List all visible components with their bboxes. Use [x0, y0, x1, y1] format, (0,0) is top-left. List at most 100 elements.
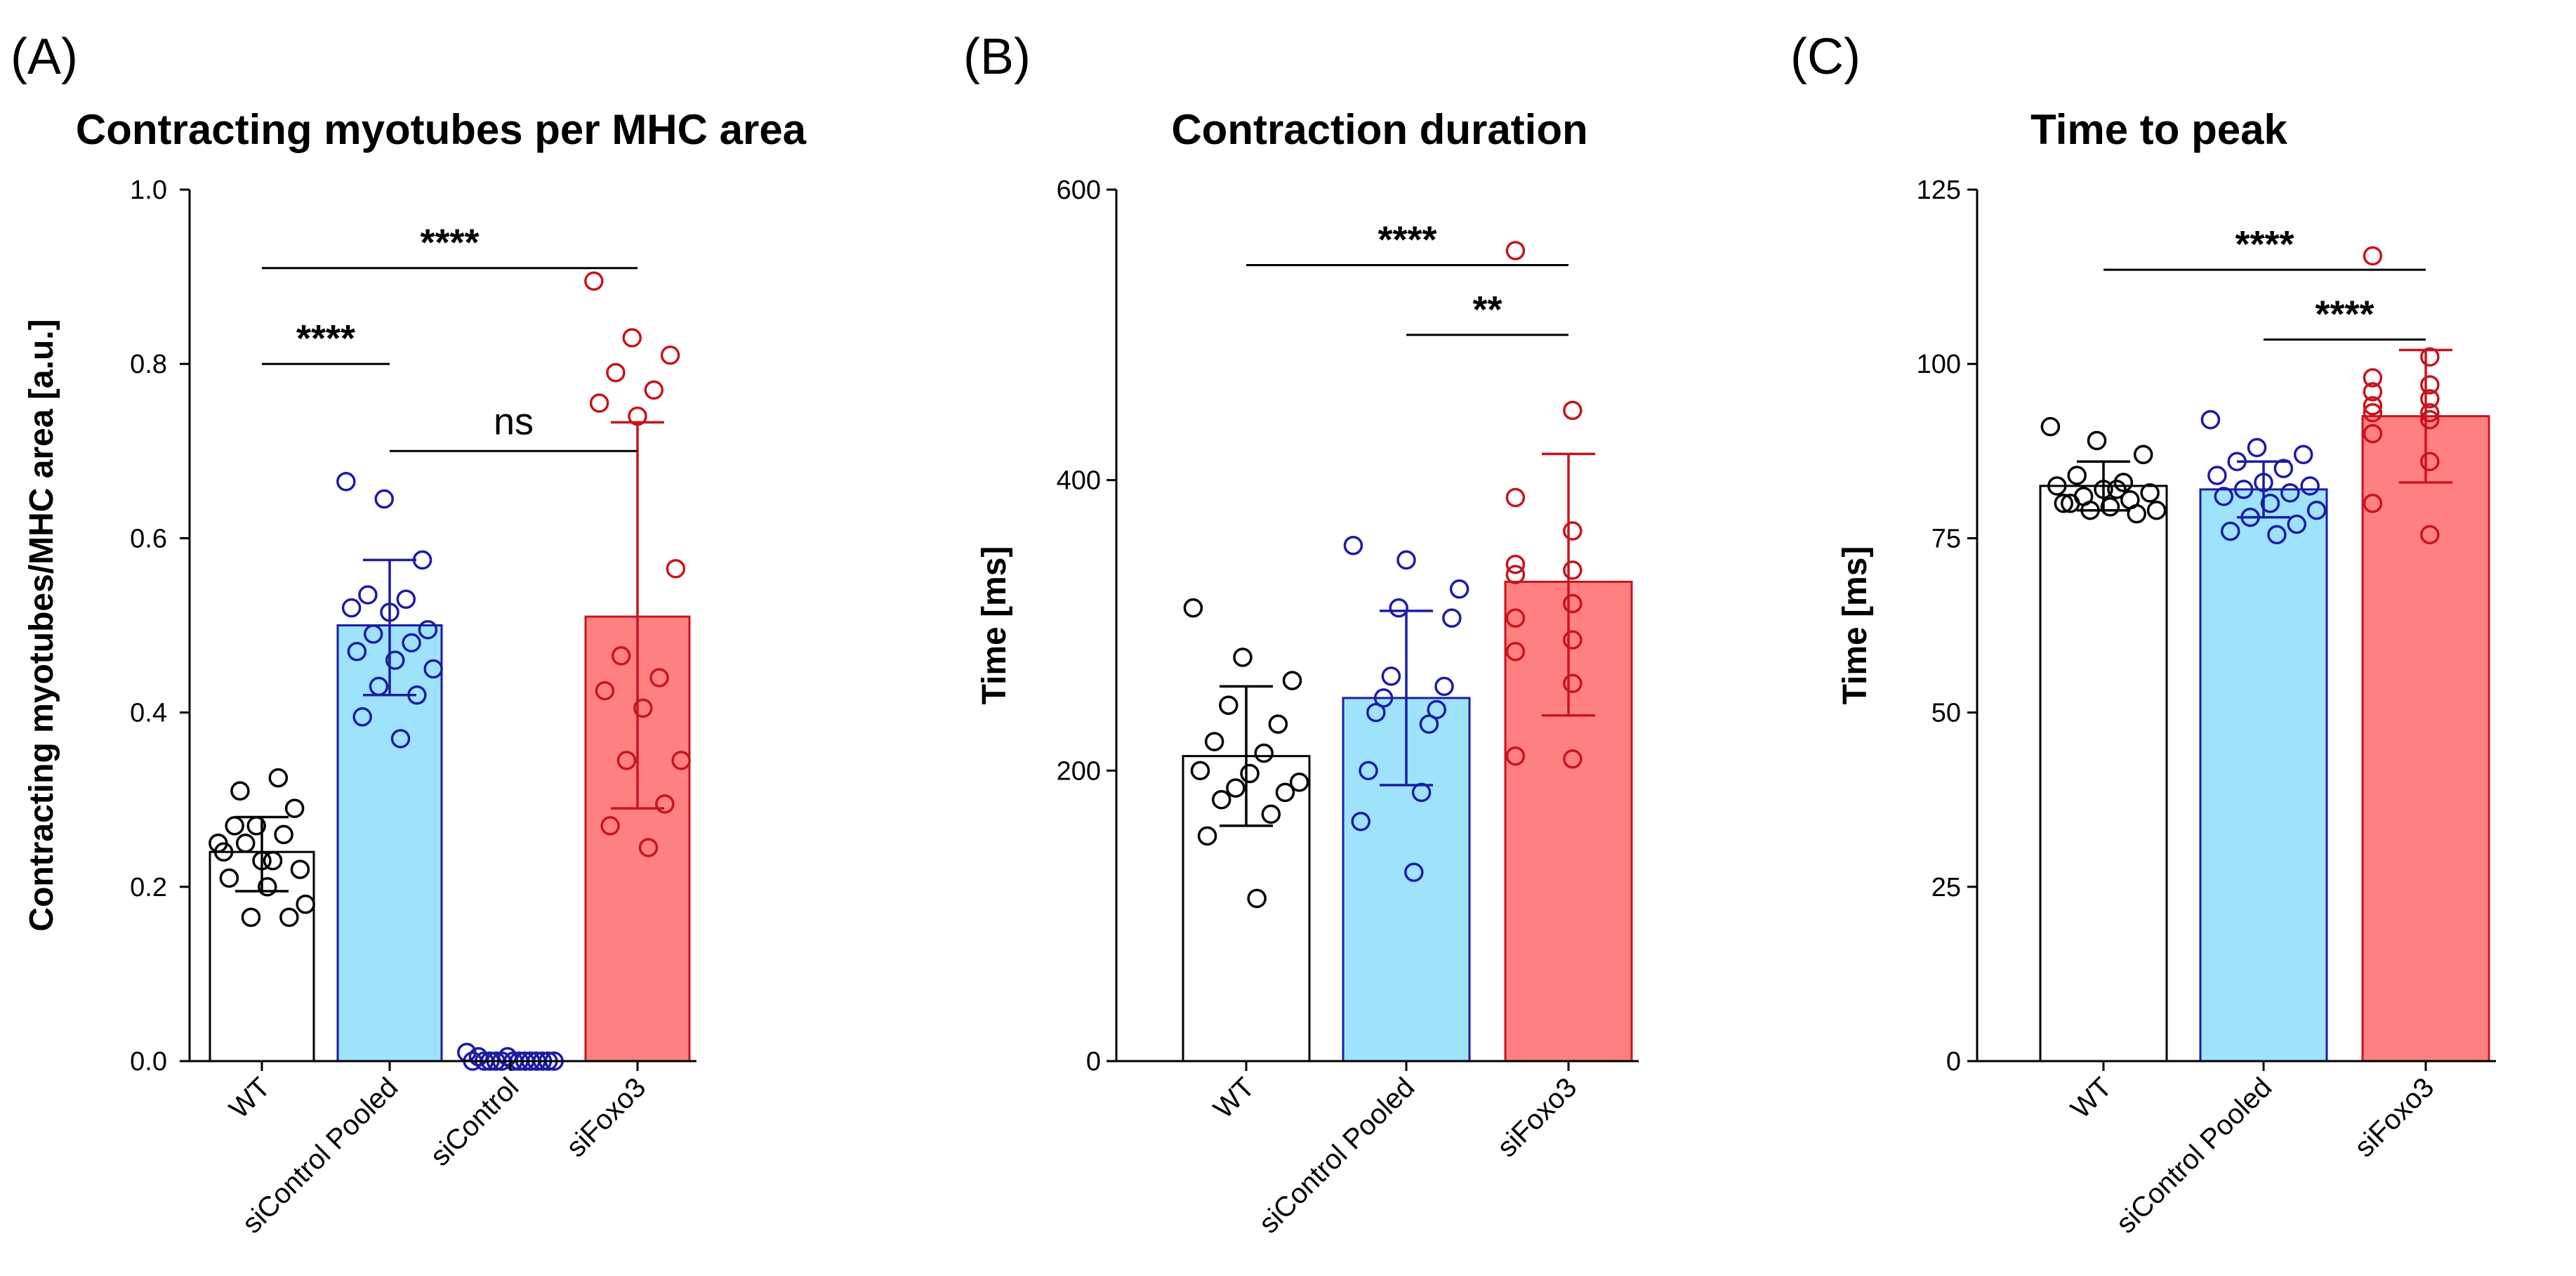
panel-c-data-point: [2040, 416, 2061, 437]
panel-a-y-tick-label: 0.4: [130, 699, 167, 728]
panel-b-data-point: [1247, 888, 1267, 909]
panel-a-data-point: [402, 633, 421, 653]
panel-b-category-label: siControl Pooled: [1253, 1072, 1421, 1239]
panel-c-data-point: [2260, 494, 2280, 513]
panel-b-y-axis-label: Time [ms]: [976, 546, 1013, 705]
panel-a-data-point: [628, 406, 647, 426]
panel-b-data-point: [1411, 782, 1432, 803]
panel-b-data-point: [1505, 554, 1526, 574]
panel-a-data-point: [633, 698, 653, 718]
panel-b-data-point: [1254, 743, 1274, 763]
panel-a-data-point: [671, 751, 691, 770]
panel-a-data-point: [246, 816, 266, 836]
panel-a-data-point: [606, 362, 626, 383]
panel-a-data-point: [498, 1047, 517, 1067]
panel-b-data-point: [1289, 772, 1309, 792]
panel-c-data-point: [2420, 375, 2440, 395]
panel-b-data-point: [1240, 763, 1260, 784]
panel-b-title: Contraction duration: [1171, 106, 1587, 153]
panel-b-data-point: [1396, 550, 1416, 570]
panel-a-data-point: [666, 559, 686, 579]
panel-c-data-point: [2107, 480, 2127, 499]
panel-b-y-tick-label: 400: [1057, 466, 1101, 496]
panel-a-data-point: [235, 834, 256, 853]
panel-b-data-point: [1563, 749, 1583, 769]
panel-b-data-point: [1268, 714, 1288, 734]
panel-a-label: (A): [11, 29, 78, 85]
panel-a-data-point: [649, 668, 669, 688]
panel-b-y-tick-label: 200: [1057, 756, 1101, 786]
panel-a-category-label: siControl: [425, 1072, 525, 1172]
panel-b-data-point: [1563, 673, 1583, 693]
panel-a-data-point: [660, 346, 680, 365]
panel-c-significance-label: ****: [2235, 223, 2294, 265]
panel-c-data-point: [2087, 430, 2107, 451]
panel-c-y-tick-label: 75: [1931, 524, 1961, 553]
panel-b-data-point: [1427, 699, 1446, 720]
panel-a-data-point: [644, 380, 664, 400]
panel-a-y-tick-label: 0.0: [130, 1047, 167, 1077]
panel-a-data-point: [468, 1047, 489, 1067]
panel-a-data-point: [380, 603, 399, 622]
panel-c-data-point: [2221, 521, 2240, 541]
panel-a-data-point: [358, 585, 378, 605]
panel-c-data-point: [2287, 514, 2306, 534]
panel-a-title: Contracting myotubes per MHC area: [76, 106, 807, 153]
panel-a-data-point: [336, 471, 356, 492]
panel-a-data-point: [622, 328, 642, 348]
panel-a-y-tick-label: 0.2: [130, 873, 167, 902]
panel-b-data-point: [1389, 598, 1408, 618]
panel-a-y-tick-label: 0.8: [130, 350, 167, 379]
panel-a-data-point: [412, 550, 432, 570]
panel-a-data-point: [589, 393, 609, 413]
panel-c-category-label: siControl Pooled: [2111, 1072, 2278, 1239]
panel-c-data-point: [2293, 445, 2313, 465]
panel-a-category-label: WT: [223, 1072, 276, 1124]
panel-a-y-axis-label: Contracting myotubes/MHC area [a.u.]: [23, 319, 60, 931]
panel-b-y-tick-label: 600: [1057, 176, 1101, 205]
panel-a-data-point: [274, 824, 293, 845]
panel-b-data-point: [1505, 746, 1526, 766]
panel-b-y-tick-label: 0: [1086, 1047, 1101, 1077]
panel-a-data-point: [584, 271, 604, 291]
panel-b-data-point: [1434, 676, 1454, 697]
panel-b-data-point: [1226, 778, 1246, 798]
panel-b-data-point: [1563, 593, 1583, 614]
panel-c-y-tick-label: 50: [1931, 699, 1961, 728]
panel-c-data-point: [2207, 466, 2227, 485]
panel-c-y-tick-label: 100: [1917, 350, 1961, 379]
panel-a-data-point: [213, 842, 234, 862]
panel-c-data-point: [2127, 504, 2146, 524]
panel-b-data-point: [1359, 761, 1378, 781]
panel-a-data-point: [352, 707, 372, 727]
panel-b-data-point: [1563, 560, 1583, 580]
panel-b-data-point: [1563, 630, 1583, 650]
panel-c-data-point: [2363, 382, 2383, 402]
panel-a-data-point: [369, 676, 389, 697]
panel-a-data-point: [347, 641, 367, 662]
panel-a-data-point: [225, 816, 244, 836]
panel-c-data-point: [2420, 347, 2440, 367]
panel-b-data-point: [1373, 688, 1394, 708]
panel-b-data-point: [1183, 598, 1203, 618]
panel-a-data-point: [390, 729, 411, 749]
panel-a-data-point: [418, 619, 438, 640]
panel-c-data-point: [2113, 473, 2134, 492]
panel-c-data-point: [2306, 500, 2327, 520]
panel-a-data-point: [284, 798, 305, 818]
panel-a-y-tick-label: 1.0: [130, 176, 167, 205]
panel-c-bar: [2039, 485, 2168, 1063]
panel-c-data-point: [2054, 494, 2074, 513]
panel-c-y-axis-label: Time [ms]: [1837, 546, 1874, 705]
panel-b-data-point: [1233, 647, 1253, 667]
panel-a-data-point: [230, 781, 250, 801]
panel-a-data-point: [600, 816, 620, 836]
panel-c-data-point: [2067, 466, 2087, 485]
panel-b-data-point: [1381, 666, 1401, 686]
panel-c-data-point: [2363, 423, 2383, 444]
panel-b-data-point: [1190, 761, 1210, 781]
panel-a-significance-label: ****: [420, 222, 479, 264]
panel-c-title: Time to peak: [2030, 106, 2287, 153]
panel-a-data-point: [655, 794, 675, 814]
panel-c-data-point: [2133, 445, 2153, 465]
